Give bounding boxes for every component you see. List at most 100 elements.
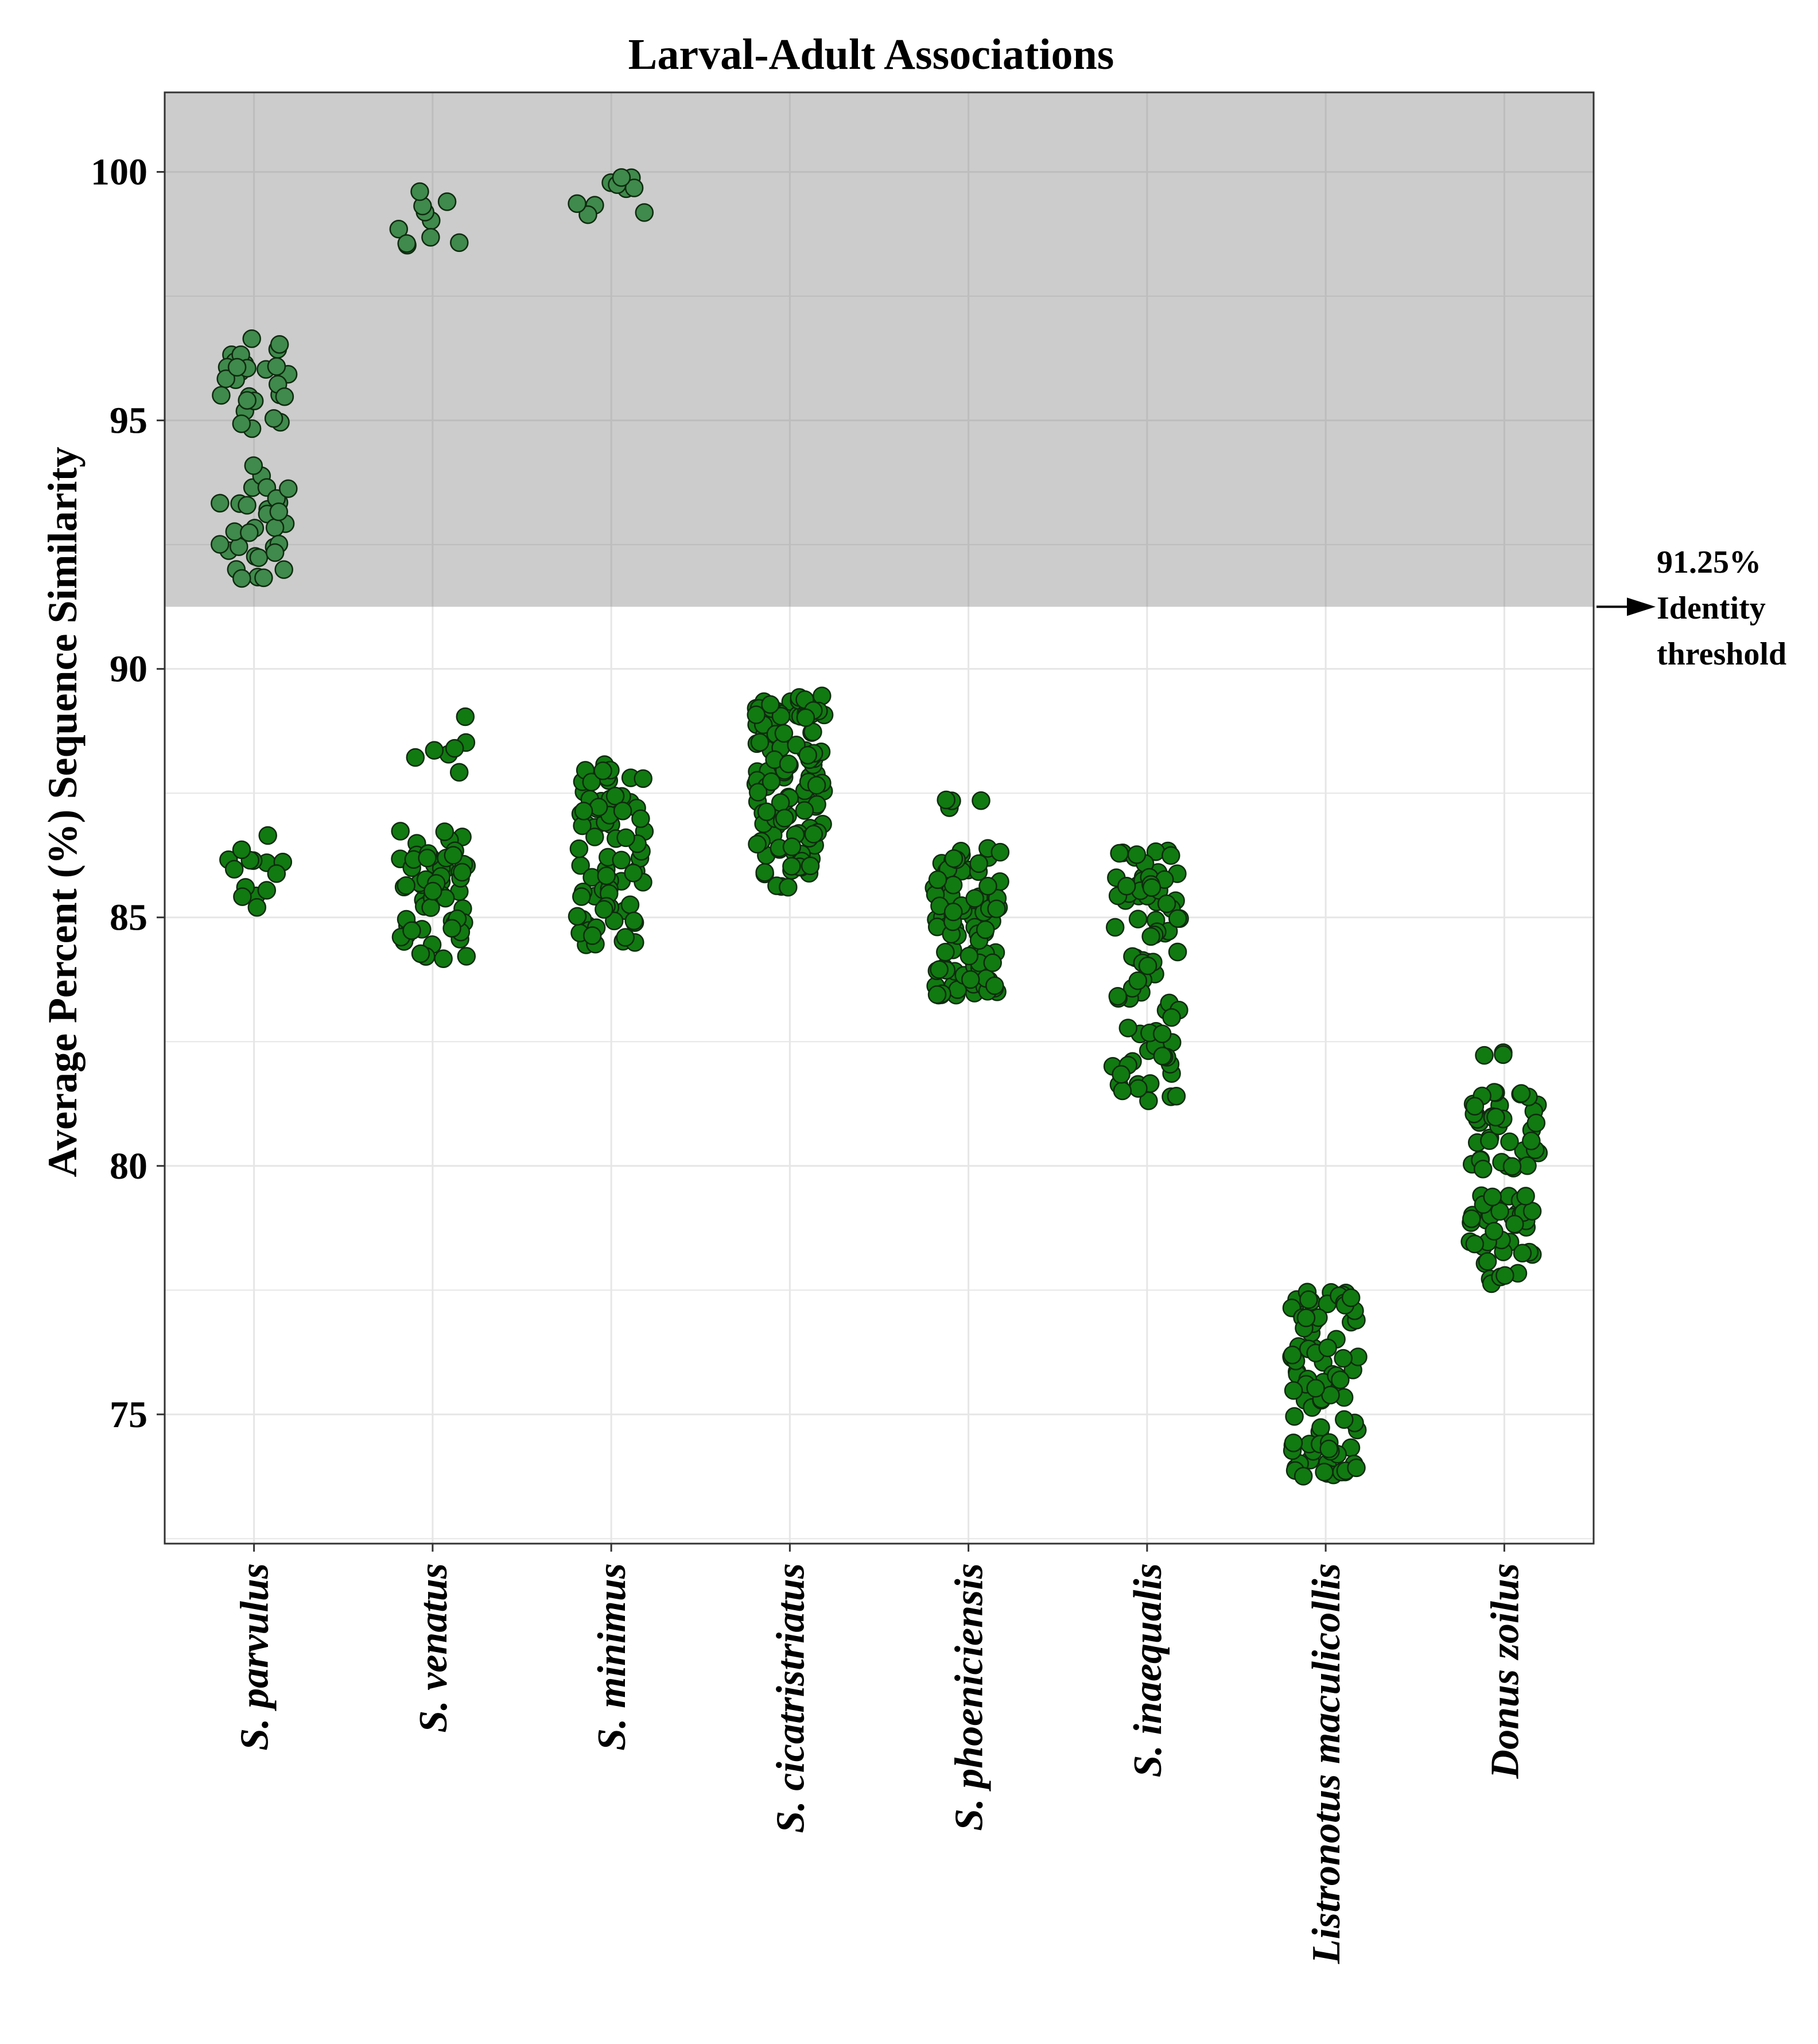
data-points <box>211 168 1548 1486</box>
data-point <box>449 763 469 782</box>
data-point <box>757 802 776 821</box>
data-point <box>233 887 252 906</box>
data-point <box>274 560 293 579</box>
data-point <box>264 409 283 428</box>
data-point <box>1331 1370 1350 1389</box>
data-point <box>774 724 794 743</box>
data-point <box>620 895 640 914</box>
data-point <box>1108 986 1128 1006</box>
data-point <box>244 456 263 475</box>
data-point <box>943 876 963 895</box>
data-point <box>593 761 612 780</box>
data-point <box>748 834 767 854</box>
data-point <box>265 518 285 537</box>
data-point <box>1142 878 1162 897</box>
data-point <box>748 783 768 802</box>
y-tick-label: 85 <box>110 897 147 939</box>
data-point <box>978 877 997 896</box>
data-point <box>798 745 817 765</box>
y-tick-label: 90 <box>110 648 147 690</box>
data-point <box>990 842 1010 862</box>
data-point <box>1512 1084 1531 1103</box>
data-point <box>421 228 440 247</box>
data-point <box>437 192 457 211</box>
data-point <box>568 907 587 926</box>
data-point <box>1128 910 1148 928</box>
data-point <box>389 220 409 239</box>
data-point <box>397 234 416 253</box>
data-point <box>1480 1131 1499 1151</box>
data-point <box>782 837 802 857</box>
data-point <box>807 776 826 795</box>
data-point <box>269 502 289 522</box>
data-point <box>1141 927 1160 946</box>
data-point <box>568 194 586 213</box>
data-point <box>585 827 604 846</box>
data-point <box>779 755 798 774</box>
x-tick-label: S. venatus <box>411 1563 456 1733</box>
y-tick-label: 80 <box>110 1145 147 1187</box>
data-point <box>574 802 593 821</box>
data-point <box>1465 1097 1485 1116</box>
x-tick-label: Listronotus maculicollis <box>1304 1563 1349 1964</box>
data-point <box>445 739 464 758</box>
data-point <box>247 897 267 917</box>
data-point <box>1315 1463 1334 1482</box>
data-point <box>1335 1410 1354 1429</box>
data-point <box>1112 1065 1131 1084</box>
data-point <box>453 862 472 882</box>
data-point <box>410 182 429 201</box>
data-point <box>1157 894 1176 914</box>
data-point <box>1490 1202 1509 1221</box>
data-point <box>1494 1045 1513 1064</box>
threshold-value-label: 91.25% <box>1657 545 1761 580</box>
data-point <box>457 947 476 966</box>
data-point <box>249 548 269 568</box>
data-point <box>1296 1308 1316 1327</box>
data-point <box>595 900 613 919</box>
data-point <box>1285 1407 1304 1426</box>
data-point <box>1311 1418 1330 1437</box>
data-point <box>1152 1024 1172 1043</box>
data-point <box>578 205 597 224</box>
data-point <box>258 826 277 845</box>
data-point <box>1128 971 1148 990</box>
data-point <box>1139 1091 1158 1110</box>
data-point <box>1105 918 1125 937</box>
data-point <box>762 772 781 791</box>
data-point <box>238 391 257 410</box>
data-point <box>254 568 273 588</box>
data-point <box>624 911 643 931</box>
data-point <box>267 864 286 883</box>
data-point <box>616 828 635 848</box>
data-point <box>1505 1214 1524 1234</box>
data-point <box>761 695 780 714</box>
data-point <box>391 822 410 841</box>
data-point <box>397 876 415 895</box>
data-point <box>624 864 643 883</box>
y-axis: 75 80 85 90 95 100 <box>91 151 165 1436</box>
threshold-shaded-region <box>165 92 1594 607</box>
data-point <box>1284 1433 1303 1452</box>
data-point <box>1475 1046 1494 1065</box>
data-point <box>1168 909 1187 928</box>
threshold-annotation: 91.25% Identity threshold <box>1596 545 1786 672</box>
data-point <box>227 357 247 377</box>
data-point <box>1500 1132 1519 1151</box>
data-point <box>442 919 461 938</box>
data-point <box>1129 1079 1148 1098</box>
data-point <box>796 708 815 727</box>
x-tick-label: Donus zoilus <box>1483 1563 1527 1779</box>
data-point <box>265 543 285 562</box>
data-point <box>943 902 963 922</box>
data-point <box>612 168 631 187</box>
data-point <box>211 535 230 554</box>
data-point <box>631 809 650 829</box>
data-point <box>424 881 442 901</box>
data-point <box>402 921 421 941</box>
data-point <box>1293 1467 1313 1486</box>
data-point <box>804 825 823 844</box>
data-point <box>969 854 988 873</box>
x-tick-label: S. minimus <box>590 1563 634 1751</box>
data-point <box>232 840 251 860</box>
